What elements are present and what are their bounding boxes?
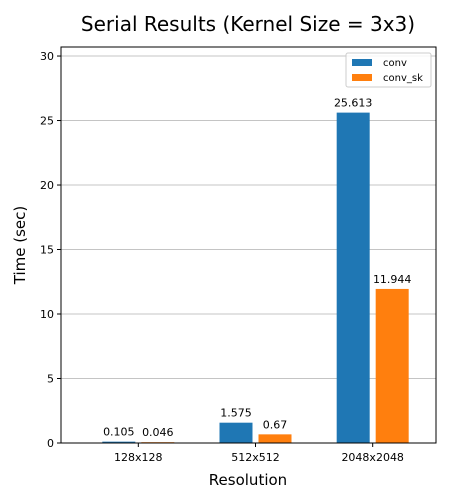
data-label-conv: 1.575 (220, 407, 252, 420)
data-label-conv_sk: 0.67 (263, 418, 288, 431)
bar-conv_sk (375, 288, 409, 443)
bar-conv (336, 112, 370, 443)
legend-swatch-conv (352, 59, 372, 66)
data-label-conv_sk: 0.046 (142, 426, 174, 439)
chart-title: Serial Results (Kernel Size = 3x3) (81, 12, 415, 36)
bars (102, 112, 409, 443)
legend-label-conv_sk: conv_sk (383, 73, 423, 84)
plot-area-frame (60, 46, 437, 444)
y-tick-label: 25 (40, 115, 54, 128)
y-tick-label: 15 (40, 244, 54, 257)
y-tick-label: 30 (40, 50, 54, 63)
data-label-conv: 0.105 (103, 426, 135, 439)
data-label-conv_sk: 11.944 (373, 273, 412, 286)
data-labels: 0.105 0.046 1.575 0.67 25.613 11.944 (103, 97, 411, 440)
x-tick-label: 128x128 (114, 451, 163, 464)
x-tick-label: 2048x2048 (341, 451, 404, 464)
bar-conv_sk (258, 434, 292, 443)
y-axis: 0 5 10 15 20 25 30 (40, 50, 61, 450)
y-tick-label: 10 (40, 308, 54, 321)
y-tick-label: 5 (47, 373, 54, 386)
x-axis-label: Resolution (209, 471, 287, 489)
bar-conv (102, 441, 136, 443)
data-label-conv: 25.613 (334, 97, 373, 110)
y-tick-label: 20 (40, 179, 54, 192)
x-axis: 128x128 512x512 2048x2048 (114, 443, 404, 464)
legend-swatch-conv_sk (352, 74, 372, 81)
legend: conv conv_sk (345, 52, 432, 88)
y-tick-label: 0 (47, 437, 54, 450)
bar-conv (219, 422, 253, 443)
y-axis-label: Time (sec) (11, 206, 29, 285)
x-tick-label: 512x512 (231, 451, 280, 464)
legend-label-conv: conv (383, 58, 407, 69)
